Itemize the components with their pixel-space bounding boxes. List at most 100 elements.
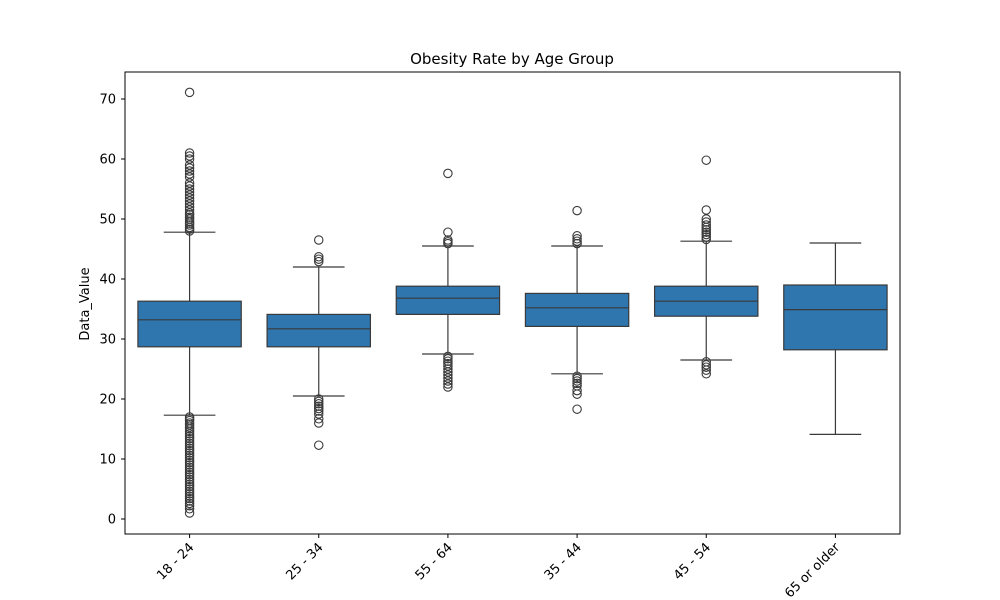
- outlier-point: [184, 433, 195, 444]
- outlier-point: [184, 212, 195, 222]
- outlier-point: [572, 378, 582, 389]
- y-tick-label: 10: [99, 453, 116, 468]
- outlier-point: [572, 238, 582, 249]
- outlier-point: [184, 465, 195, 475]
- outlier-point: [184, 498, 195, 509]
- outlier-point: [184, 474, 195, 485]
- outlier-point: [184, 493, 195, 504]
- outlier-point: [184, 472, 195, 482]
- outlier-point: [572, 231, 582, 241]
- y-axis-label: Data_Value: [78, 267, 93, 340]
- outlier-point: [184, 160, 195, 170]
- outlier-point: [184, 431, 195, 441]
- outlier-point: [701, 362, 711, 372]
- outlier-point: [184, 467, 195, 477]
- outlier-point: [701, 155, 711, 165]
- outlier-point: [443, 376, 453, 386]
- outlier-point: [184, 187, 195, 197]
- outlier-point: [572, 373, 582, 384]
- y-tick-label: 70: [99, 93, 116, 108]
- outlier-point: [184, 426, 195, 437]
- box-iqr: [783, 284, 888, 351]
- outlier-point: [443, 379, 453, 389]
- box-iqr: [524, 292, 630, 327]
- outlier-point: [184, 486, 195, 497]
- y-tick-label: 0: [108, 513, 116, 528]
- outlier-point: [572, 236, 582, 246]
- outlier-point: [701, 205, 711, 215]
- outlier-point: [184, 469, 195, 480]
- outlier-point: [184, 172, 195, 182]
- outlier-point: [313, 414, 324, 424]
- box-group: [653, 155, 759, 379]
- outlier-point: [572, 205, 582, 216]
- outlier-point: [184, 166, 195, 176]
- outlier-point: [184, 424, 195, 434]
- outlier-point: [701, 227, 711, 237]
- outlier-point: [572, 385, 582, 396]
- outlier-point: [701, 234, 711, 245]
- outlier-point: [443, 356, 453, 366]
- box-iqr: [395, 285, 501, 316]
- outlier-point: [184, 205, 195, 215]
- outlier-point: [701, 214, 711, 224]
- outlier-point: [184, 163, 195, 173]
- outlier-point: [184, 445, 195, 456]
- outlier-point: [443, 235, 453, 245]
- y-tick-label: 60: [99, 153, 116, 168]
- outlier-point: [184, 489, 195, 499]
- outlier-point: [184, 441, 195, 451]
- outlier-point: [184, 429, 195, 439]
- outlier-point: [184, 479, 195, 489]
- outlier-point: [313, 256, 324, 267]
- outlier-point: [313, 394, 324, 404]
- box-group: [137, 87, 242, 518]
- chart-title: Obesity Rate by Age Group: [410, 50, 614, 68]
- outlier-point: [443, 364, 453, 374]
- outlier-point: [313, 409, 324, 419]
- outlier-point: [184, 148, 195, 158]
- outlier-point: [701, 225, 711, 235]
- outlier-point: [184, 87, 195, 98]
- outlier-point: [184, 181, 195, 191]
- y-tick-label: 50: [99, 213, 116, 228]
- box-group: [783, 242, 888, 435]
- outlier-point: [701, 360, 711, 370]
- outlier-point: [443, 354, 453, 364]
- outlier-point: [443, 168, 453, 179]
- outlier-point: [313, 252, 324, 262]
- outlier-point: [184, 504, 195, 514]
- outlier-point: [701, 232, 711, 242]
- outlier-point: [184, 199, 195, 209]
- y-tick-label: 30: [99, 333, 116, 348]
- plot-frame: [124, 71, 901, 535]
- outlier-point: [184, 491, 195, 501]
- outlier-point: [443, 370, 453, 380]
- outlier-point: [184, 208, 195, 218]
- outlier-point: [184, 477, 195, 487]
- outlier-point: [184, 436, 195, 446]
- outlier-point: [184, 154, 195, 164]
- outlier-point: [184, 453, 195, 463]
- outlier-point: [313, 440, 324, 450]
- box-group: [266, 235, 372, 450]
- outlier-point: [184, 420, 195, 430]
- outlier-point: [184, 460, 195, 470]
- outlier-point: [184, 457, 195, 468]
- outlier-point: [572, 389, 582, 399]
- y-tick-label: 40: [99, 273, 116, 288]
- outlier-point: [701, 369, 711, 379]
- outlier-point: [184, 438, 195, 449]
- outlier-point: [184, 462, 195, 473]
- outlier-point: [184, 196, 195, 206]
- outlier-point: [572, 376, 582, 386]
- box-iqr: [137, 300, 242, 348]
- outlier-point: [184, 496, 195, 506]
- y-tick-label: 20: [99, 393, 116, 408]
- outlier-point: [184, 484, 195, 494]
- outlier-point: [443, 367, 453, 377]
- outlier-point: [184, 151, 195, 161]
- outlier-point: [572, 234, 582, 244]
- outlier-point: [443, 361, 453, 371]
- outlier-point: [701, 220, 711, 230]
